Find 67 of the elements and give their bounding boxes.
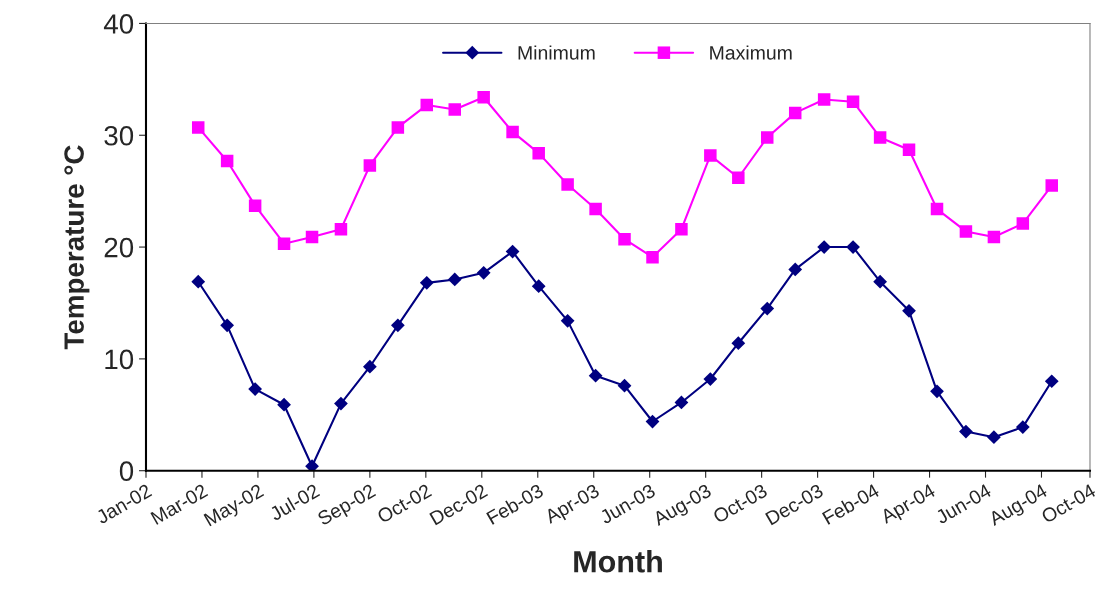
- point: [817, 240, 832, 254]
- y-axis-title: Temperature °C: [64, 145, 90, 350]
- point: [390, 318, 405, 333]
- point: [305, 459, 319, 471]
- point: [220, 154, 234, 168]
- point: [334, 222, 348, 236]
- legend-label: Maximum: [710, 45, 792, 60]
- point: [846, 95, 860, 108]
- point: [419, 275, 434, 290]
- point: [987, 230, 1001, 244]
- point: [959, 225, 973, 238]
- point: [873, 131, 887, 144]
- y-tick-label: 30: [104, 125, 134, 146]
- point: [476, 265, 491, 280]
- point: [589, 202, 602, 216]
- point: [902, 143, 916, 157]
- point: [248, 199, 262, 212]
- point: [1015, 420, 1030, 434]
- point: [704, 149, 717, 162]
- point: [420, 98, 434, 112]
- point: [334, 396, 348, 411]
- point: [703, 372, 718, 386]
- point: [277, 397, 291, 412]
- point: [1016, 217, 1030, 230]
- y-tick-label: 0: [119, 461, 134, 482]
- point: [646, 250, 659, 264]
- point: [617, 378, 632, 393]
- point: [760, 131, 774, 144]
- point: [930, 202, 944, 216]
- point: [391, 121, 405, 134]
- point: [675, 222, 688, 236]
- point: [191, 121, 205, 134]
- point: [788, 262, 803, 277]
- point: [902, 303, 916, 318]
- point: [930, 384, 944, 399]
- point: [731, 336, 746, 351]
- point: [588, 368, 603, 383]
- legend-label: Minimum: [518, 45, 595, 60]
- point: [732, 171, 745, 184]
- point: [506, 125, 519, 139]
- point: [477, 90, 490, 104]
- point: [873, 274, 887, 289]
- point: [362, 359, 377, 374]
- point: [1045, 179, 1058, 192]
- point: [277, 237, 291, 250]
- x-axis-title: Month: [574, 550, 662, 573]
- point: [1044, 374, 1059, 389]
- point: [987, 430, 1001, 445]
- point: [248, 382, 263, 396]
- point: [447, 272, 462, 287]
- point: [560, 313, 575, 328]
- point: [363, 159, 377, 172]
- point: [561, 178, 574, 191]
- point: [532, 146, 545, 160]
- point: [191, 274, 206, 289]
- point: [959, 424, 973, 439]
- point: [760, 301, 775, 316]
- point: [305, 230, 319, 244]
- y-tick-label: 10: [105, 349, 134, 370]
- y-tick-label: 40: [103, 14, 134, 34]
- point: [531, 279, 546, 294]
- point: [448, 103, 461, 116]
- y-tick-label: 20: [104, 237, 134, 258]
- point: [817, 93, 831, 106]
- point: [788, 106, 802, 120]
- point: [618, 232, 631, 246]
- point: [220, 318, 235, 333]
